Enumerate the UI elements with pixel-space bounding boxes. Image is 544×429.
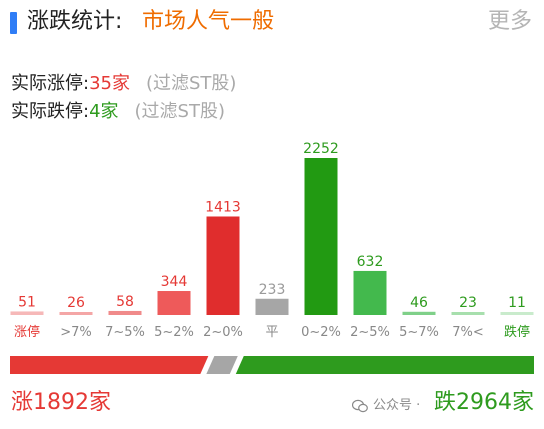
bar-2	[108, 310, 142, 315]
bar-3	[157, 291, 191, 315]
bar-0	[10, 311, 44, 315]
fall-total: 跌2964家	[434, 390, 534, 415]
rise-fall-breadth-bar	[10, 356, 534, 374]
bar-value-label-1: 26	[67, 295, 85, 311]
bar-value-label-8: 46	[410, 295, 428, 311]
breadth-fall-segment	[235, 356, 534, 374]
wechat-icon	[352, 399, 368, 413]
bar-value-label-9: 23	[459, 295, 477, 311]
bar-value-label-3: 344	[161, 274, 188, 290]
bar-value-label-2: 58	[116, 294, 134, 310]
category-label-8: 5~7%	[399, 325, 439, 340]
header: 涨跌统计: 市场人气一般 更多	[0, 0, 544, 48]
bar-9	[451, 312, 485, 315]
rise-total: 涨1892家	[11, 390, 111, 415]
watermark-text: 公众号 ·	[373, 398, 421, 413]
bar-value-label-5: 233	[259, 282, 286, 298]
bar-8	[402, 311, 436, 315]
limit-up-filter-note: (过滤ST股)	[145, 73, 237, 94]
bar-6	[304, 158, 338, 315]
category-label-0: 涨停	[14, 324, 40, 340]
category-label-10: 跌停	[504, 324, 530, 340]
limit-down-line: 实际跌停:4家 (过滤ST股)	[11, 100, 225, 124]
bar-value-label-10: 11	[508, 295, 526, 311]
category-label-1: >7%	[60, 325, 92, 340]
limit-up-label: 实际涨停:	[11, 73, 90, 94]
breadth-flat-segment	[206, 356, 238, 374]
bar-value-label-0: 51	[18, 294, 36, 310]
limit-down-count: 4家	[89, 101, 119, 122]
category-label-9: 7%<	[452, 325, 484, 340]
more-link[interactable]: 更多	[487, 9, 532, 34]
bar-value-label-4: 1413	[205, 199, 241, 215]
category-label-6: 0~2%	[301, 325, 341, 340]
category-label-4: 2~0%	[203, 325, 243, 340]
category-label-2: 7~5%	[105, 325, 145, 340]
title-label: 涨跌统计:	[27, 9, 123, 34]
market-sentiment: 市场人气一般	[142, 9, 275, 34]
category-label-3: 5~2%	[154, 325, 194, 340]
category-label-7: 2~5%	[350, 325, 390, 340]
bar-5	[255, 298, 289, 315]
bar-4	[206, 216, 240, 315]
watermark: 公众号 ·	[352, 396, 420, 416]
bar-value-label-7: 632	[357, 254, 384, 270]
bar-7	[353, 270, 387, 315]
limit-up-line: 实际涨停:35家 (过滤ST股)	[11, 72, 236, 96]
bar-10	[500, 312, 534, 315]
bar-value-label-6: 2252	[303, 141, 339, 157]
distribution-chart: 51 涨停 26 >7% 58 7~5% 344 5~2% 1413 2~0% 233 平 2252 0~…	[10, 141, 534, 340]
limit-up-count: 35家	[89, 73, 130, 94]
accent-bar	[10, 12, 17, 34]
category-label-5: 平	[265, 325, 278, 340]
breadth-rise-segment	[10, 356, 209, 374]
limit-down-filter-note: (过滤ST股)	[134, 101, 225, 122]
limit-down-label: 实际跌停:	[11, 101, 90, 122]
bar-1	[59, 312, 93, 315]
